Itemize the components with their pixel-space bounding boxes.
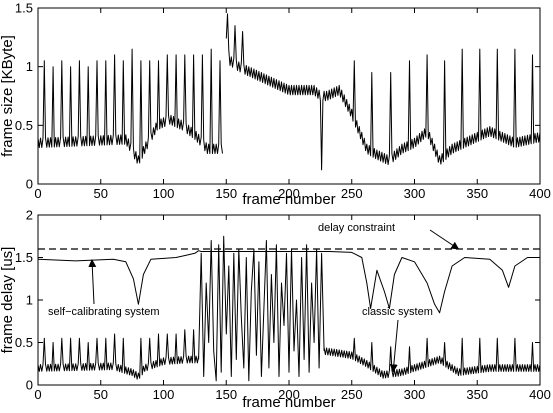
frame-size-chart: 0 50 100 150 200 250 300 350 400 0 0.5 1 1.5 frame nu… [0, 1, 551, 209]
annotation-label: classic system [362, 306, 433, 318]
frame-delay-series-2-line [37, 329, 541, 380]
frame-delay-xlabel: frame number [242, 394, 335, 411]
frame-size-xtick-label: 0 [34, 186, 41, 201]
frame-size-xtick-label: 300 [404, 186, 426, 201]
frame-size-xtick-label: 400 [529, 186, 551, 201]
frame-size-ylabel: frame size [KByte] [0, 35, 16, 157]
frame-size-ytick-label: 1 [26, 59, 33, 74]
frame-size-xtick-label: 50 [94, 186, 108, 201]
frame-size-xtick-label: 250 [341, 186, 363, 201]
annotation-arrow [88, 259, 97, 305]
frame-size-xtick-label: 350 [466, 186, 488, 201]
frame-delay-xtick-label: 400 [529, 387, 551, 402]
annotation-arrow [429, 229, 460, 250]
frame-delay-ytick-label: 1.5 [15, 250, 33, 265]
annotation-label: delay constraint [318, 222, 395, 234]
frame-delay-xtick-label: 100 [153, 387, 175, 402]
frame-size-ytick-label: 0.5 [15, 118, 33, 133]
frame-delay-ytick-label: 0.5 [15, 335, 33, 350]
frame-delay-ytick-label: 0 [26, 378, 33, 393]
frame-size-ytick-label: 1.5 [15, 1, 33, 16]
frame-delay-xtick-label: 300 [404, 387, 426, 402]
frame-delay-ytick-label: 1 [26, 293, 33, 308]
frame-size-xtick-label: 200 [278, 186, 300, 201]
frame-delay-xtick-label: 150 [215, 387, 237, 402]
frame-delay-ytick-label: 2 [26, 208, 33, 223]
frame-delay-xtick-label: 250 [341, 387, 363, 402]
annotation-arrow [389, 319, 399, 373]
frame-delay-chart: 0 50 100 150 200 250 300 350 400 0 0.5 1 1.5 2 frame n… [0, 208, 551, 412]
frame-delay-series-1-line [37, 250, 540, 314]
frame-delay-ylabel: frame delay [us] [0, 247, 16, 354]
frame-size-series-0-line [37, 13, 541, 171]
frame-size-axes-frame [37, 7, 541, 185]
frame-size-xlabel: frame number [242, 191, 335, 208]
frame-size-xtick-label: 100 [153, 186, 175, 201]
frame-delay-series-3-line [198, 235, 325, 382]
frame-size-xtick-label: 150 [215, 186, 237, 201]
annotation-label: self−calibrating system [48, 306, 160, 318]
frame-delay-xtick-label: 350 [466, 387, 488, 402]
frame-size-ytick-label: 0 [26, 177, 33, 192]
frame-delay-xtick-label: 50 [94, 387, 108, 402]
frame-delay-xtick-label: 0 [34, 387, 41, 402]
frame-delay-xtick-label: 200 [278, 387, 300, 402]
